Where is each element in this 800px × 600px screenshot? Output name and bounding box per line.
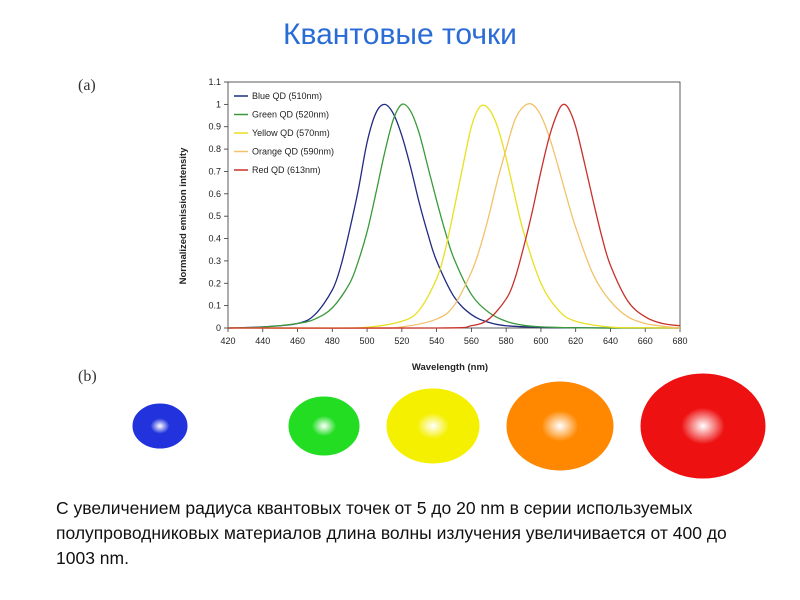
chart-legend: Blue QD (510nm) Green QD (520nm) Yellow QD…	[234, 91, 334, 175]
y-tick-label: 0.7	[208, 166, 221, 176]
slide-title: Квантовые точки	[283, 18, 517, 51]
chart-series-group	[227, 103, 681, 329]
series-line	[227, 103, 681, 329]
x-tick-label: 640	[603, 336, 618, 346]
legend-label: Orange QD (590nm)	[252, 147, 334, 157]
legend-label: Blue QD (510nm)	[252, 91, 322, 101]
y-tick-label: 0.4	[208, 234, 221, 244]
y-tick-label: 1.1	[208, 77, 221, 87]
x-tick-label: 540	[429, 336, 444, 346]
x-tick-label: 500	[360, 336, 375, 346]
y-tick-label: 1	[216, 99, 221, 109]
x-tick-label: 580	[499, 336, 514, 346]
x-tick-label: 620	[568, 336, 583, 346]
sphere-red	[640, 373, 766, 479]
sphere-green	[288, 396, 360, 456]
sphere-yellow	[386, 388, 480, 464]
quantum-dot-spheres	[132, 373, 766, 479]
x-tick-label: 460	[290, 336, 305, 346]
y-tick-label: 0.9	[208, 122, 221, 132]
y-tick-label: 0.8	[208, 144, 221, 154]
series-line	[227, 104, 681, 329]
y-tick-label: 0	[216, 323, 221, 333]
legend-label: Green QD (520nm)	[252, 110, 329, 120]
panel-b-label: (b)	[78, 368, 97, 385]
panel-a-label: (a)	[78, 77, 96, 94]
legend-label: Red QD (613nm)	[252, 165, 321, 175]
y-tick-label: 0.1	[208, 301, 221, 311]
y-tick-label: 0.5	[208, 211, 221, 221]
chart-axes: 420 440 460 480 500 520 540 560 580 600 620 640 660 6…	[208, 77, 687, 346]
x-axis-title: Wavelength (nm)	[412, 362, 488, 373]
legend-label: Yellow QD (570nm)	[252, 128, 330, 138]
x-tick-label: 680	[672, 336, 687, 346]
y-tick-label: 0.3	[208, 256, 221, 266]
x-tick-label: 560	[464, 336, 479, 346]
emission-chart: 420 440 460 480 500 520 540 560 580 600 620 640 660 6…	[178, 77, 688, 373]
x-tick-label: 520	[394, 336, 409, 346]
series-line	[227, 103, 680, 329]
y-tick-label: 0.6	[208, 189, 221, 199]
x-tick-label: 420	[220, 336, 235, 346]
x-tick-label: 600	[533, 336, 548, 346]
y-axis-title: Normalized emission intensity	[178, 147, 189, 284]
series-line	[227, 103, 681, 329]
caption-text: С увеличением радиуса квантовых точек от…	[56, 498, 727, 568]
x-tick-label: 480	[325, 336, 340, 346]
x-tick-label: 660	[638, 336, 653, 346]
y-tick-label: 0.2	[208, 278, 221, 288]
sphere-orange	[506, 381, 614, 471]
x-tick-label: 440	[255, 336, 270, 346]
sphere-blue	[132, 403, 188, 449]
